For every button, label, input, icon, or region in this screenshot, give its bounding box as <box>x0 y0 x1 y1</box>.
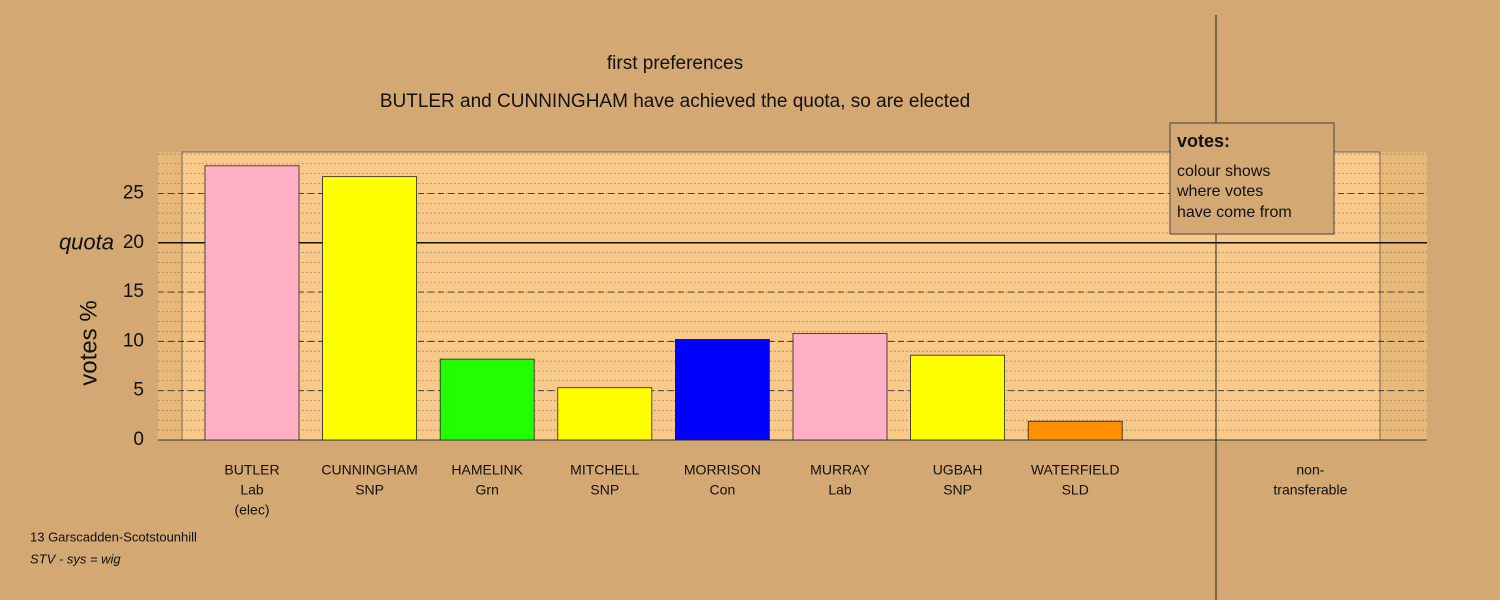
chart-title: first preferences <box>607 53 743 74</box>
x-tick-label: (elec) <box>234 502 269 518</box>
x-tick-label: non- <box>1296 462 1324 478</box>
y-tick-label: 20 <box>123 232 144 253</box>
y-tick-label: 10 <box>123 330 144 351</box>
bar <box>675 338 770 441</box>
bar <box>322 176 418 441</box>
x-tick-label: MURRAY <box>810 462 870 478</box>
legend-text: where votes <box>1176 183 1263 200</box>
x-tick-label: Lab <box>828 482 852 498</box>
x-tick-label: WATERFIELD <box>1031 462 1120 478</box>
x-tick-label: CUNNINGHAM <box>321 462 417 478</box>
bar <box>204 165 300 441</box>
x-tick-label: MORRISON <box>684 462 761 478</box>
bar <box>910 354 1005 441</box>
quota-label: quota <box>59 230 114 255</box>
x-tick-label: transferable <box>1273 482 1347 498</box>
legend-text: colour shows <box>1177 163 1270 180</box>
x-tick-label: SNP <box>590 482 619 498</box>
chart-subtitle: BUTLER and CUNNINGHAM have achieved the … <box>380 91 970 112</box>
x-tick-label: Lab <box>240 482 264 498</box>
legend-box <box>1169 122 1335 235</box>
y-tick-label: 5 <box>133 380 144 401</box>
bar <box>557 387 653 441</box>
x-tick-label: Grn <box>476 482 499 498</box>
x-tick-label: SNP <box>355 482 384 498</box>
x-tick-label: SNP <box>943 482 972 498</box>
x-tick-label: MITCHELL <box>570 462 639 478</box>
x-tick-label: UGBAH <box>933 462 983 478</box>
x-tick-label: Con <box>710 482 736 498</box>
legend-title: votes: <box>1177 131 1230 151</box>
x-tick-label: HAMELINK <box>451 462 523 478</box>
legend-text: have come from <box>1177 204 1292 221</box>
y-tick-label: 0 <box>133 429 144 450</box>
x-tick-label: BUTLER <box>224 462 279 478</box>
x-tick-label: SLD <box>1062 482 1089 498</box>
y-tick-label: 15 <box>123 281 144 302</box>
y-axis-label: votes % <box>75 300 102 385</box>
bar <box>439 358 535 441</box>
footnote: STV - sys = wig <box>30 551 121 566</box>
bar <box>792 333 888 441</box>
bar <box>1027 420 1123 441</box>
y-tick-label: 25 <box>123 182 144 203</box>
footnote: 13 Garscadden-Scotstounhill <box>30 529 197 544</box>
